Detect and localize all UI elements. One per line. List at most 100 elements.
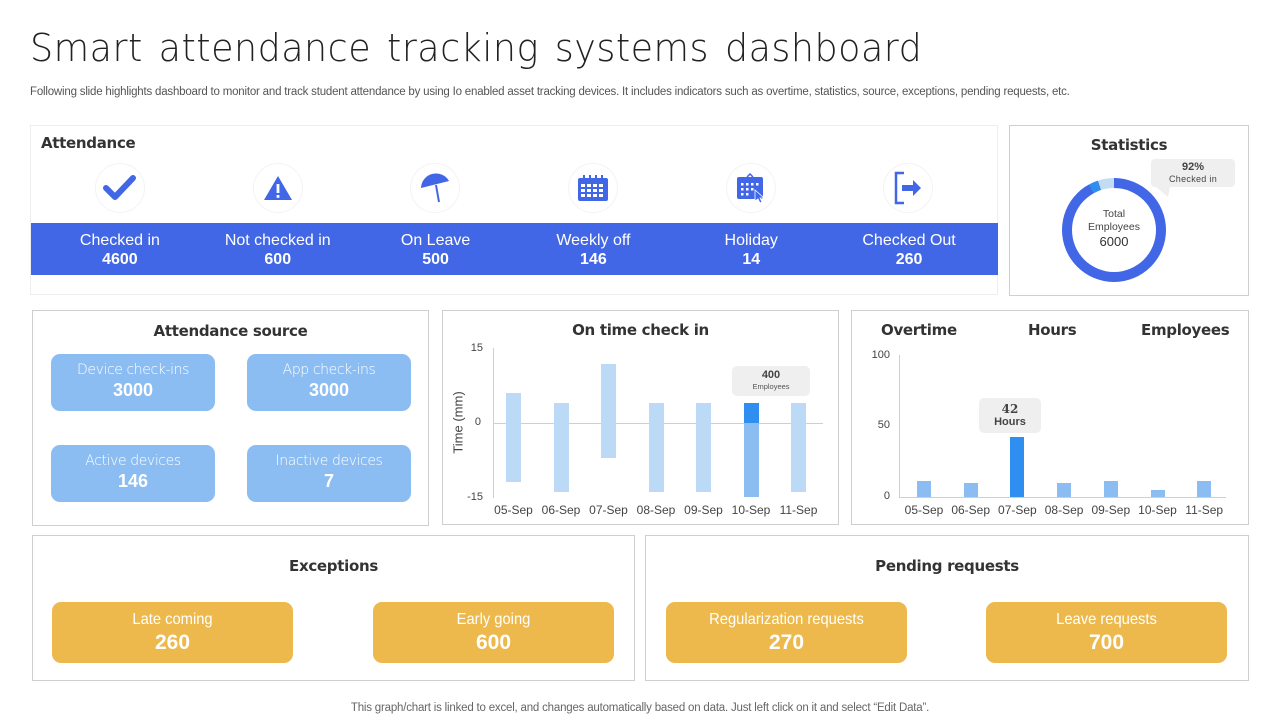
exit-arrow-icon (883, 163, 934, 213)
y-tick: 100 (871, 349, 890, 361)
x-tick-label: 09-Sep (684, 503, 723, 517)
statistics-panel: Statistics Total Employees 6000 92% Chec… (1009, 125, 1249, 296)
item-label: Weekly off (556, 232, 631, 249)
overtime-bar[interactable] (1197, 481, 1212, 497)
overtime-bar[interactable] (917, 481, 931, 497)
on-time-bar[interactable] (743, 423, 759, 497)
card-label: App check-ins (282, 362, 376, 378)
callout-value: 42 (1001, 402, 1019, 416)
item-value: 260 (895, 251, 923, 268)
y-tick: 0 (883, 490, 890, 502)
item-label: Holiday (724, 232, 778, 249)
item-label: Checked in (79, 232, 160, 249)
on-time-bar[interactable] (743, 403, 759, 423)
on-time-bar[interactable] (648, 423, 664, 493)
card-value: 3000 (308, 380, 350, 400)
callout-value: 400 (761, 369, 781, 381)
on-time-bar[interactable] (553, 403, 569, 423)
checked-in-callout: 92% Checked in (1151, 159, 1235, 187)
y-axis (899, 355, 900, 498)
item-value: 600 (264, 251, 292, 268)
item-value: 4600 (102, 251, 138, 268)
overtime-bar[interactable] (1103, 481, 1118, 497)
overtime-callout: 42 Hours (979, 398, 1041, 433)
on-time-chart-title: On time check in (572, 321, 709, 339)
statistics-title: Statistics (1090, 136, 1168, 154)
attendance-item-not-checked-in: Not checked in 600 (199, 223, 357, 275)
card-label: Inactive devices (275, 453, 383, 469)
callout-label: Employees (752, 382, 790, 391)
x-tick-label: 10-Sep (1138, 503, 1177, 517)
x-tick-label: 09-Sep (1091, 503, 1131, 517)
item-value: 500 (422, 251, 449, 268)
attendance-item-checked-in: Checked in 4600 (41, 223, 199, 275)
y-tick: 0 (474, 416, 481, 428)
on-time-bar[interactable] (791, 423, 806, 493)
calendar-click-icon (725, 163, 776, 213)
card-value: 146 (117, 471, 149, 491)
on-time-bar[interactable] (553, 423, 569, 493)
on-time-bar[interactable] (601, 363, 616, 423)
leave-requests-card: Leave requests 700 (986, 602, 1227, 663)
x-tick-label: 08-Sep (1044, 503, 1084, 517)
item-value: 14 (742, 251, 761, 268)
callout-label: Checked in (1168, 174, 1218, 184)
callout-label: Hours (994, 416, 1026, 428)
attendance-panel: Attendance (30, 125, 998, 295)
attendance-item-checked-out: Checked Out 260 (830, 223, 988, 275)
umbrella-icon (410, 163, 461, 213)
early-going-card: Early going 600 (373, 602, 614, 663)
card-value: 7 (323, 471, 334, 491)
overtime-hours-header: Hours (1028, 321, 1077, 339)
item-value: 146 (580, 251, 607, 268)
exceptions-panel: Exceptions Late coming 260 Early going 600 (32, 535, 635, 681)
x-tick-label: 06-Sep (541, 503, 581, 517)
on-time-bar[interactable] (648, 403, 664, 423)
card-label: Device check-ins (76, 362, 190, 378)
on-time-bar[interactable] (791, 403, 806, 423)
x-tick-label: 07-Sep (589, 503, 628, 517)
attendance-item-holiday: Holiday 14 (672, 223, 830, 275)
checkmark-icon (94, 163, 145, 213)
card-value: 3000 (112, 380, 154, 400)
card-label: Leave requests (1056, 611, 1157, 628)
y-tick: 50 (877, 419, 890, 431)
overtime-bar[interactable] (963, 482, 978, 497)
exceptions-title: Exceptions (289, 557, 378, 575)
overtime-panel: Overtime Hours Employees 100 50 0 42 Hou… (851, 310, 1249, 525)
overtime-bar[interactable] (1010, 437, 1025, 497)
on-time-callout: 400 Employees (732, 366, 810, 396)
on-time-bar[interactable] (696, 423, 711, 493)
y-tick: 15 (470, 342, 483, 354)
overtime-bar[interactable] (1057, 482, 1072, 497)
x-tick-label: 07-Sep (998, 503, 1037, 517)
x-tick-label: 05-Sep (904, 503, 944, 517)
on-time-bar[interactable] (696, 403, 711, 423)
x-tick-label: 05-Sep (494, 503, 533, 517)
employees-donut-chart[interactable]: Total Employees 6000 (1062, 178, 1166, 282)
callout-percent: 92% (1181, 161, 1205, 173)
attendance-item-on-leave: On Leave 500 (357, 223, 515, 275)
donut-center-label: Employees (1088, 221, 1140, 233)
item-label: Not checked in (224, 232, 331, 249)
on-time-bar[interactable] (506, 393, 521, 423)
warning-triangle-icon (252, 163, 303, 213)
app-checkins-card: App check-ins 3000 (247, 354, 411, 411)
attendance-summary-bar: Checked in 4600 Not checked in 600 On Leav… (31, 223, 998, 275)
attendance-title: Attendance (41, 134, 136, 152)
donut-center-value: 6000 (1099, 234, 1129, 249)
regularization-requests-card: Regularization requests 270 (666, 602, 907, 663)
x-tick-label: 06-Sep (951, 503, 991, 517)
card-value: 700 (1088, 631, 1125, 654)
calendar-icon (567, 163, 618, 213)
on-time-bar[interactable] (506, 423, 521, 483)
card-label: Regularization requests (709, 611, 864, 628)
attendance-source-title: Attendance source (153, 322, 308, 340)
donut-center: Total Employees 6000 (1072, 188, 1156, 272)
device-checkins-card: Device check-ins 3000 (51, 354, 215, 411)
attendance-icons-row (31, 163, 997, 223)
donut-center-label: Total (1102, 208, 1126, 220)
inactive-devices-card: Inactive devices 7 (247, 445, 411, 502)
overtime-bar[interactable] (1150, 489, 1165, 497)
on-time-bar[interactable] (601, 423, 616, 458)
